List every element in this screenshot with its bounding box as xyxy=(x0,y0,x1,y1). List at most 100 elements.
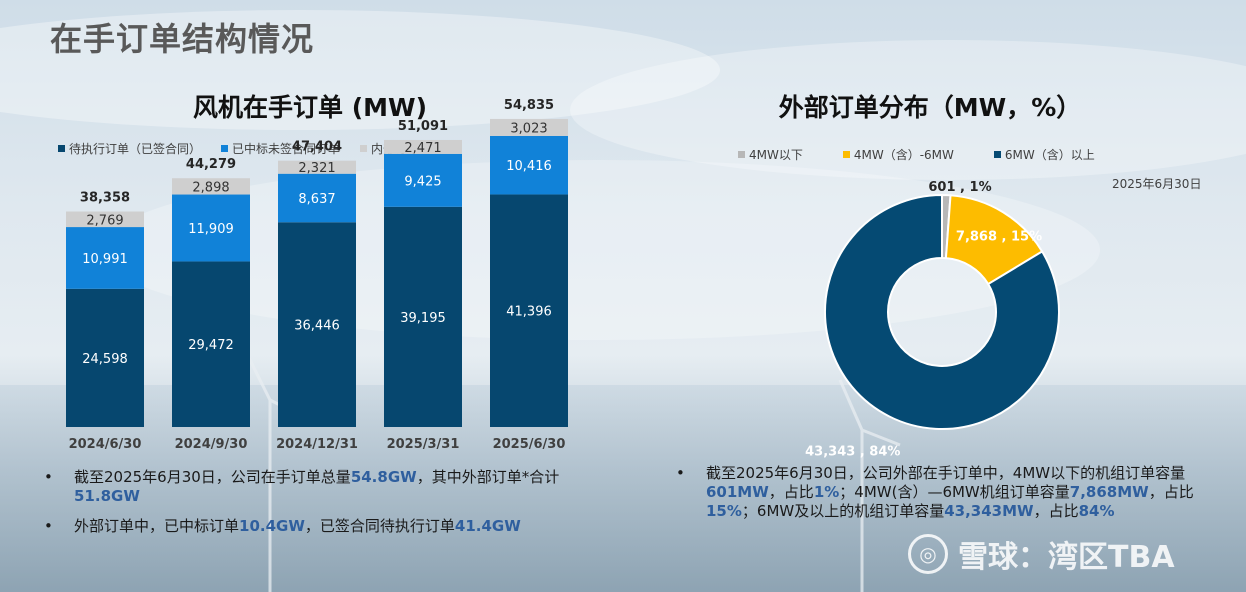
bullet-dot-icon: • xyxy=(44,517,53,535)
legend-label: 已中标未签合同订单 xyxy=(232,142,341,156)
highlight-value: 7,868MW xyxy=(1069,483,1149,501)
legend-label: 4MW（含）-6MW xyxy=(853,148,954,162)
bullet-text: 截至2025年6月30日，公司外部在手订单中，4MW以下的机组订单容量601MW… xyxy=(706,464,1232,521)
bar-segment xyxy=(172,194,250,262)
highlight-value: 54.8GW xyxy=(350,468,417,486)
bar-value-label: 2,898 xyxy=(192,180,229,195)
bullet-text-run: 外部订单中，已中标订单 xyxy=(74,517,240,535)
bar-chart-title: 风机在手订单 (MW) xyxy=(192,93,427,122)
bar-total-label: 44,279 xyxy=(186,157,236,172)
bullet-text-run: ；6MW及以上的机组订单容量 xyxy=(741,502,945,520)
legend-item-executing: 待执行订单（已签合同） xyxy=(58,140,201,157)
bullet-text-run: 截至2025年6月30日，公司外部在手订单中，4MW以下的机组订单容量 xyxy=(706,464,1186,482)
highlight-value: 43,343MW xyxy=(944,502,1034,520)
bar-value-label: 10,991 xyxy=(82,252,128,267)
legend-swatch xyxy=(221,145,229,152)
bullet-text-run: ，其中外部订单*合计 xyxy=(416,468,560,486)
bullet-text-run: ，占比 xyxy=(1148,483,1194,501)
bullet-item: • 截至2025年6月30日，公司在手订单总量54.8GW，其中外部订单*合计 51… xyxy=(40,468,610,506)
snowball-logo-icon: ◎ xyxy=(908,534,948,574)
bar-value-label: 11,909 xyxy=(188,222,234,237)
bar-value-label: 8,637 xyxy=(298,192,335,207)
highlight-value: 10.4GW xyxy=(239,517,305,535)
legend-item-above-6mw: 6MW（含）以上 xyxy=(993,146,1095,163)
bar-value-label: 2,321 xyxy=(298,161,335,176)
bar-segment xyxy=(66,211,144,228)
bullet-text-run: ，已签合同待执行订单 xyxy=(304,517,455,535)
donut-data-label: 7,868 , 15% xyxy=(956,229,1042,244)
x-axis-tick-label: 2024/9/30 xyxy=(175,437,248,452)
donut-data-label: 601 , 1% xyxy=(928,180,991,195)
bar-segment xyxy=(490,118,568,136)
x-axis-tick-label: 2024/12/31 xyxy=(276,437,358,452)
bar-segment xyxy=(490,135,568,195)
bullet-text-run: ，占比 xyxy=(768,483,814,501)
bar-total-label: 38,358 xyxy=(80,191,130,206)
bar-segment xyxy=(490,194,568,427)
donut-chart-legend: 4MW以下 4MW（含）-6MW 6MW（含）以上 xyxy=(738,146,1115,163)
bullet-item: • 外部订单中，已中标订单10.4GW，已签合同待执行订单41.4GW xyxy=(40,517,610,536)
donut-chart-title: 外部订单分布（MW，%） xyxy=(778,93,1082,122)
bar-segment xyxy=(278,160,356,174)
bullet-item: • 截至2025年6月30日，公司外部在手订单中，4MW以下的机组订单容量601M… xyxy=(672,464,1232,521)
watermark: ◎ 雪球：湾区TBA xyxy=(908,532,1175,576)
legend-swatch xyxy=(993,151,1001,158)
donut-slice xyxy=(824,193,1060,430)
bar-total-label: 54,835 xyxy=(504,98,554,113)
legend-label: 6MW（含）以上 xyxy=(1004,148,1095,162)
bar-total-label: 47,404 xyxy=(292,140,342,155)
donut-data-label: 43,343 , 84% xyxy=(805,444,900,459)
legend-label: 4MW以下 xyxy=(749,148,803,162)
highlight-value: 84% xyxy=(1078,502,1115,520)
bar-value-label: 24,598 xyxy=(82,352,128,367)
bar-segment xyxy=(384,206,462,427)
highlight-value: 41.4GW xyxy=(454,517,521,535)
page-title: 在手订单结构情况 xyxy=(50,20,315,58)
legend-swatch xyxy=(58,145,65,152)
donut-chart: 601 , 1% 7,868 , 15% 43,343 , 84% xyxy=(805,180,1060,459)
bar-value-label: 10,416 xyxy=(506,159,552,174)
bar-value-label: 3,023 xyxy=(510,121,547,136)
bar-total-label: 51,091 xyxy=(398,119,448,134)
bullet-text-run: ，占比 xyxy=(1033,502,1079,520)
bullet-text: 截至2025年6月30日，公司在手订单总量54.8GW，其中外部订单*合计 51.… xyxy=(74,468,610,506)
bar-value-label: 36,446 xyxy=(294,319,340,334)
bar-segment xyxy=(66,227,144,289)
bar-segment xyxy=(278,173,356,223)
bar-value-label: 2,471 xyxy=(404,141,441,156)
left-bullet-list: • 截至2025年6月30日，公司在手订单总量54.8GW，其中外部订单*合计 51… xyxy=(40,468,610,547)
bullet-text-run: ；4MW(含）—6MW机组订单容量 xyxy=(839,483,1070,501)
legend-item-bid-won: 已中标未签合同订单 xyxy=(221,140,340,157)
legend-swatch xyxy=(738,151,745,158)
data-date-label: 2025年6月30日 xyxy=(1112,177,1202,191)
legend-swatch xyxy=(842,151,850,158)
x-axis-tick-label: 2024/6/30 xyxy=(69,437,142,452)
bar-segment xyxy=(172,261,250,427)
bullet-dot-icon: • xyxy=(44,468,53,486)
right-bullet-list: • 截至2025年6月30日，公司外部在手订单中，4MW以下的机组订单容量601M… xyxy=(672,464,1232,532)
bar-segment xyxy=(384,153,462,207)
legend-item-below-4mw: 4MW以下 xyxy=(738,146,803,163)
bar-segment xyxy=(66,288,144,427)
highlight-value: 601MW xyxy=(706,483,769,501)
highlight-value: 1% xyxy=(813,483,840,501)
legend-item-4-6mw: 4MW（含）-6MW xyxy=(842,146,954,163)
bar-segment xyxy=(172,178,250,195)
bar-value-label: 2,769 xyxy=(86,213,123,228)
bar-value-label: 39,195 xyxy=(400,311,446,326)
bar-segment xyxy=(384,139,462,154)
highlight-value: 51.8GW xyxy=(74,487,140,505)
bar-value-label: 41,396 xyxy=(506,305,552,320)
legend-swatch xyxy=(360,145,368,152)
bar-value-label: 29,472 xyxy=(188,338,234,353)
watermark-text: 雪球：湾区TBA xyxy=(958,540,1175,575)
bullet-text-run: 截至2025年6月30日，公司在手订单总量 xyxy=(74,468,351,486)
bar-segment xyxy=(278,222,356,427)
legend-label: 待执行订单（已签合同） xyxy=(69,142,202,156)
x-axis-tick-label: 2025/6/30 xyxy=(493,437,566,452)
stacked-bar-chart: 24,598 10,991 2,769 38,358 2024/6/30 29,472 11… xyxy=(66,98,568,452)
x-axis-tick-label: 2025/3/31 xyxy=(387,437,460,452)
bullet-dot-icon: • xyxy=(676,464,685,482)
bar-value-label: 9,425 xyxy=(404,174,441,189)
